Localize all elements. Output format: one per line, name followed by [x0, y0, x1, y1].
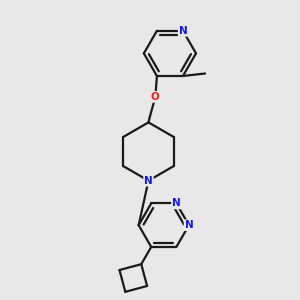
Text: O: O	[151, 92, 160, 102]
Text: N: N	[178, 26, 187, 36]
Text: N: N	[144, 176, 153, 186]
Text: N: N	[184, 220, 193, 230]
Text: N: N	[172, 198, 181, 208]
